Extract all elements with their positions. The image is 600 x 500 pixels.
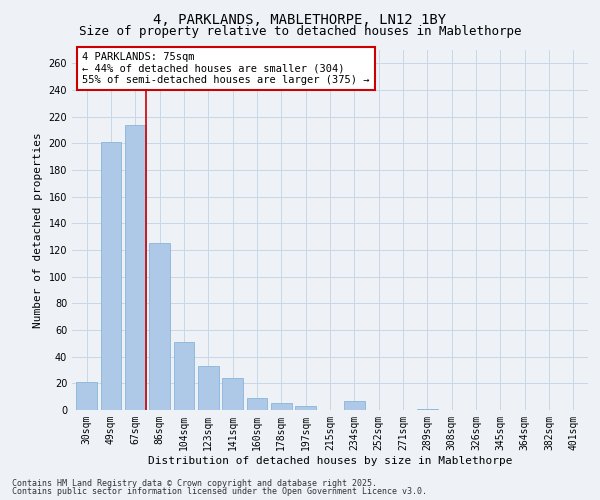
Text: Size of property relative to detached houses in Mablethorpe: Size of property relative to detached ho… — [79, 25, 521, 38]
Bar — [344, 400, 365, 410]
Y-axis label: Number of detached properties: Number of detached properties — [33, 132, 43, 328]
Bar — [149, 244, 170, 410]
Text: Contains HM Land Registry data © Crown copyright and database right 2025.: Contains HM Land Registry data © Crown c… — [12, 478, 377, 488]
Bar — [198, 366, 218, 410]
X-axis label: Distribution of detached houses by size in Mablethorpe: Distribution of detached houses by size … — [148, 456, 512, 466]
Bar — [222, 378, 243, 410]
Bar — [417, 408, 438, 410]
Text: 4, PARKLANDS, MABLETHORPE, LN12 1BY: 4, PARKLANDS, MABLETHORPE, LN12 1BY — [154, 12, 446, 26]
Bar — [101, 142, 121, 410]
Bar — [125, 124, 146, 410]
Bar — [76, 382, 97, 410]
Text: 4 PARKLANDS: 75sqm
← 44% of detached houses are smaller (304)
55% of semi-detach: 4 PARKLANDS: 75sqm ← 44% of detached hou… — [82, 52, 370, 85]
Bar — [247, 398, 268, 410]
Bar — [173, 342, 194, 410]
Bar — [271, 404, 292, 410]
Bar — [295, 406, 316, 410]
Text: Contains public sector information licensed under the Open Government Licence v3: Contains public sector information licen… — [12, 487, 427, 496]
